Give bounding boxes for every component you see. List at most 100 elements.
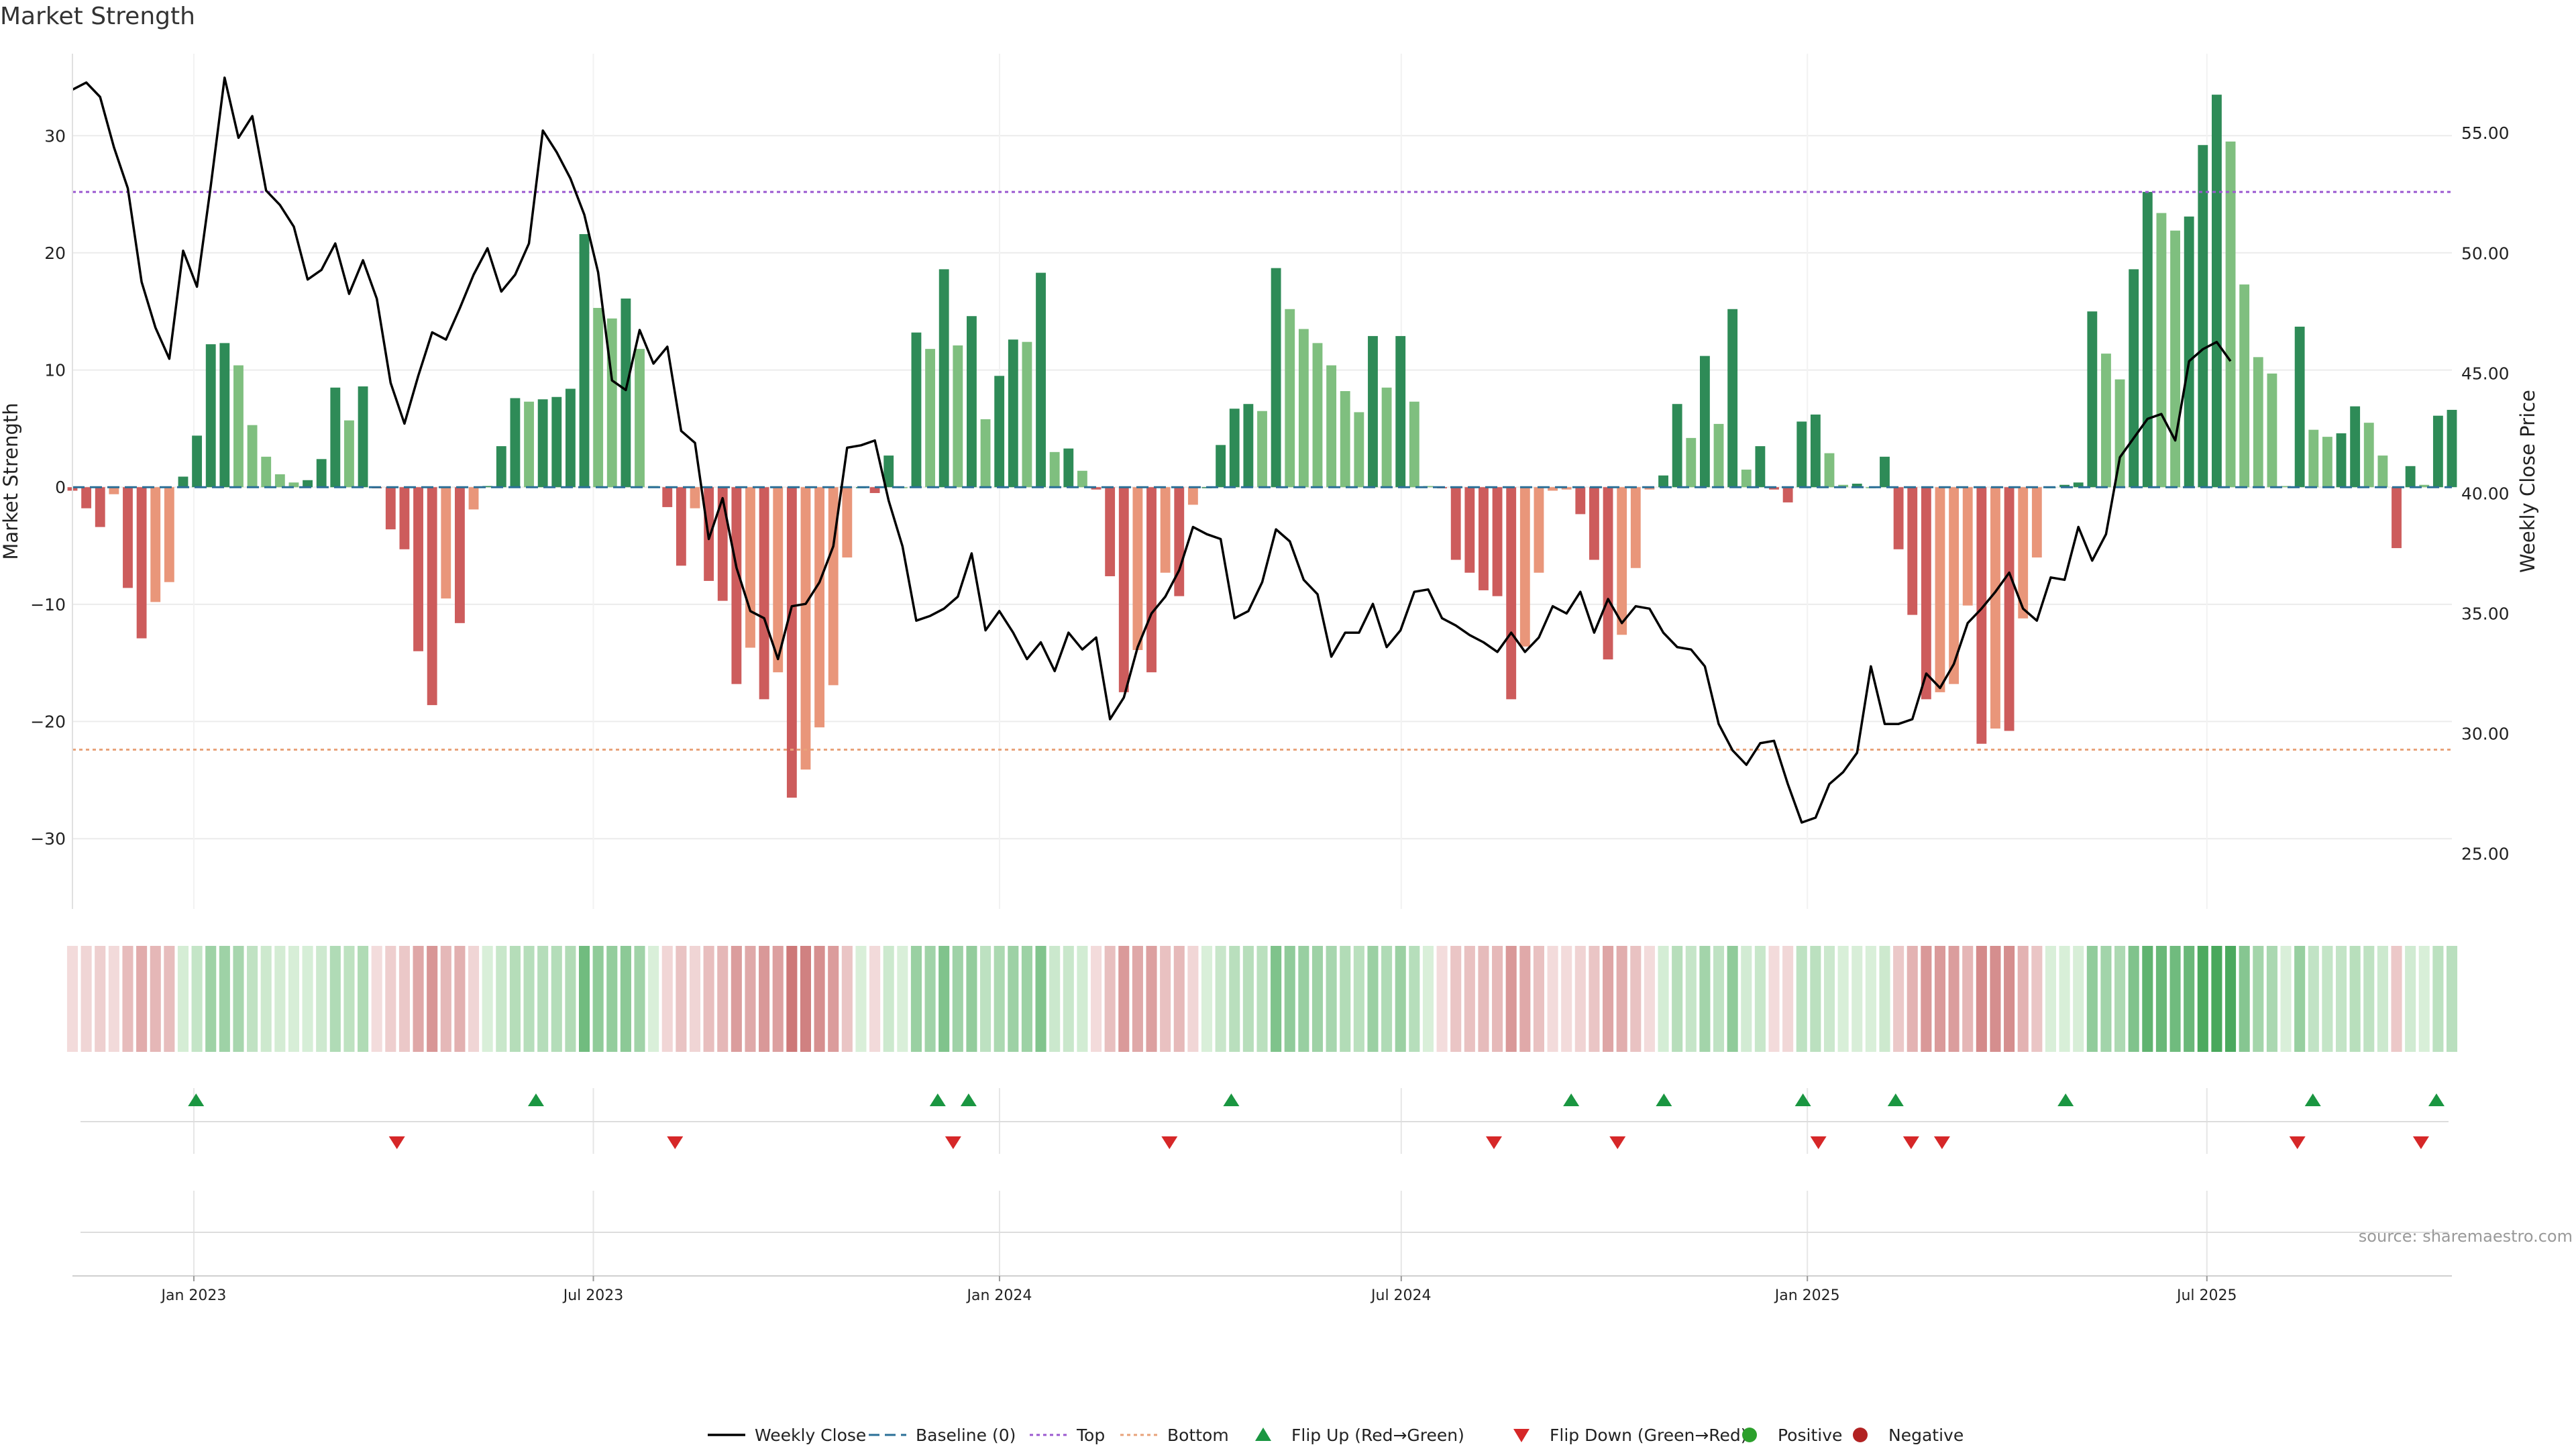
heat-cell [358,946,369,1052]
heat-cell [2211,946,2222,1052]
strength-bar [2004,487,2015,731]
flip-up-marker [1563,1093,1580,1106]
strength-bar [1589,487,1599,560]
strength-bar [2363,423,2374,488]
heat-cell [606,946,618,1052]
heat-cell [136,946,148,1052]
legend-item: Flip Down (Green→Red) [1513,1426,1748,1445]
strength-bar [621,299,631,488]
heat-cell [2155,946,2167,1052]
strength-bar [482,486,493,488]
heat-cell [2239,946,2250,1052]
flip-up-marker [188,1093,205,1106]
legend-label: Negative [1888,1426,1964,1445]
strength-bar [178,476,189,488]
strength-bar [1450,487,1461,560]
strength-bar [690,487,700,508]
strength-bar [233,365,244,488]
heat-cell [745,946,756,1052]
heat-cell [1049,946,1061,1052]
date-axis: Jan 2023 Jul 2023 Jan 2024 Jul 2024 Jan 2025… [72,1275,2452,1304]
heat-cell [1603,946,1614,1052]
strength-bar [413,487,423,651]
strength-bar [2308,429,2319,488]
heat-cell [980,946,991,1052]
strength-bar [2129,269,2139,488]
strength-bar [496,446,506,488]
strength-bar [81,487,92,508]
heat-cell [1907,946,1918,1052]
strength-bar [953,345,963,488]
weekly-close-line [72,76,2232,824]
heat-cell [1547,946,1558,1052]
strength-bar [1880,456,1890,488]
y-tick-label: −30 [30,829,66,849]
strength-bar [1354,412,1364,488]
flip-up-marker [1887,1093,1904,1106]
heat-cell [1367,946,1379,1052]
strength-bar [1036,272,1046,488]
strength-bar [883,455,894,488]
heat-cell [1256,946,1268,1052]
heat-cell [1326,946,1337,1052]
heat-cell [2114,946,2126,1052]
strength-bar [980,419,991,488]
strength-bar [2239,284,2250,488]
strength-bar [1464,487,1475,573]
heat-cell [1699,946,1711,1052]
strength-bars [67,95,2457,798]
legend-item: Weekly Close [708,1426,866,1445]
flip-down-marker [1933,1136,1950,1149]
strength-bar [759,487,769,700]
heat-cell [578,946,590,1052]
strength-bar [2267,373,2277,488]
strength-bar [1935,487,1945,692]
heat-cell [938,946,950,1052]
strength-bar [579,233,590,488]
flip-down-marker [1609,1136,1626,1149]
strength-bar [1617,487,1627,635]
strength-bar [1160,487,1171,573]
date-tick-label: Jul 2024 [1370,1287,1432,1304]
flip-down-marker [667,1136,684,1149]
y2-tick-label: 45.00 [2461,364,2510,383]
heat-cell [537,946,549,1052]
heat-cell [1948,946,1960,1052]
strength-bar [1603,487,1613,659]
strength-bar [274,474,285,488]
heat-cell [620,946,631,1052]
heat-cell [1008,946,1019,1052]
flip-up-marker [1656,1093,1672,1106]
heat-cell [2335,946,2347,1052]
date-tick-label: Jan 2024 [965,1287,1032,1304]
y-tick-label: 0 [55,478,66,497]
strength-bar [773,487,784,673]
heat-cell [1160,946,1171,1052]
strength-bar [1851,483,1862,488]
strength-bar [1229,409,1240,488]
heat-cell [592,946,604,1052]
strength-bar [2018,487,2029,619]
heat-cell [883,946,894,1052]
strength-bar [1893,487,1904,549]
strength-bar [1271,268,1281,488]
y-tick-label: 10 [44,361,66,380]
y2-tick-label: 25.00 [2461,845,2510,864]
strength-bar [1492,487,1503,596]
heat-cell [2308,946,2319,1052]
flip-up-marker [2057,1093,2074,1106]
legend-label: Top [1076,1426,1105,1445]
strength-bar [1672,404,1682,488]
strength-bar [1699,356,1710,488]
heat-cell [1658,946,1669,1052]
legend-label: Baseline (0) [916,1426,1016,1445]
heat-cell [496,946,507,1052]
strength-bar [95,487,105,527]
heat-cell [288,946,299,1052]
axes: 30 20 10 0 −10 −20 −30 55.00 50.00 45.00 40.00 35.0… [0,54,2539,909]
flip-down-marker [388,1136,405,1149]
strength-bar [911,332,922,488]
strength-bar [1285,309,1295,488]
heat-cell [1271,946,1282,1052]
legend-item: Top [1030,1426,1105,1445]
